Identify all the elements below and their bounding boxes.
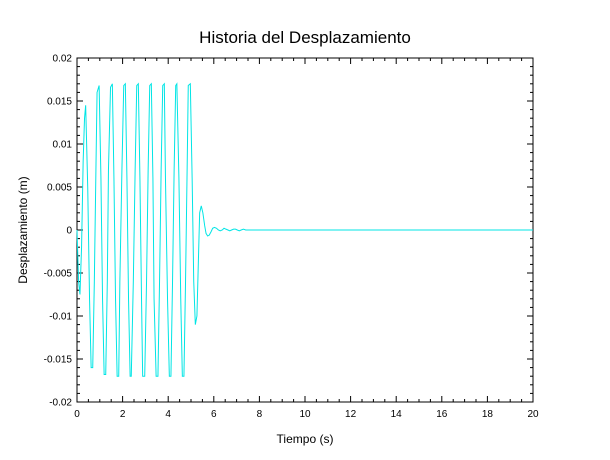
x-tick-label: 0 xyxy=(74,409,80,420)
x-tick-label: 2 xyxy=(120,409,126,420)
y-tick-label: -0.005 xyxy=(44,269,73,280)
series-line xyxy=(76,82,533,377)
y-tick-label: 0.02 xyxy=(53,54,73,65)
x-tick-label: 6 xyxy=(211,409,217,420)
y-tick-label: 0.01 xyxy=(53,140,73,151)
y-tick-labels: -0.02 -0.015 -0.01 -0.005 0 0.005 0.01 0.015 0.0… xyxy=(44,54,73,409)
x-tick-label: 10 xyxy=(299,409,311,420)
chart-title: Historia del Desplazamiento xyxy=(199,28,411,47)
y-axis-label: Desplazamiento (m) xyxy=(16,176,30,283)
tick-marks xyxy=(76,57,534,403)
x-tick-label: 8 xyxy=(257,409,263,420)
x-tick-label: 16 xyxy=(436,409,448,420)
y-tick-label: 0 xyxy=(66,226,72,237)
y-tick-label: -0.02 xyxy=(49,398,72,409)
x-tick-label: 20 xyxy=(527,409,539,420)
x-tick-label: 18 xyxy=(482,409,494,420)
x-tick-label: 12 xyxy=(345,409,357,420)
x-tick-label: 14 xyxy=(391,409,403,420)
y-tick-label: 0.015 xyxy=(47,97,72,108)
x-tick-labels: 0 2 4 6 8 10 12 14 16 18 20 xyxy=(74,409,539,420)
y-tick-label: -0.015 xyxy=(44,355,73,366)
y-tick-label: -0.01 xyxy=(49,312,72,323)
x-axis-label: Tiempo (s) xyxy=(277,432,334,446)
x-tick-label: 4 xyxy=(165,409,171,420)
y-tick-label: 0.005 xyxy=(47,183,72,194)
